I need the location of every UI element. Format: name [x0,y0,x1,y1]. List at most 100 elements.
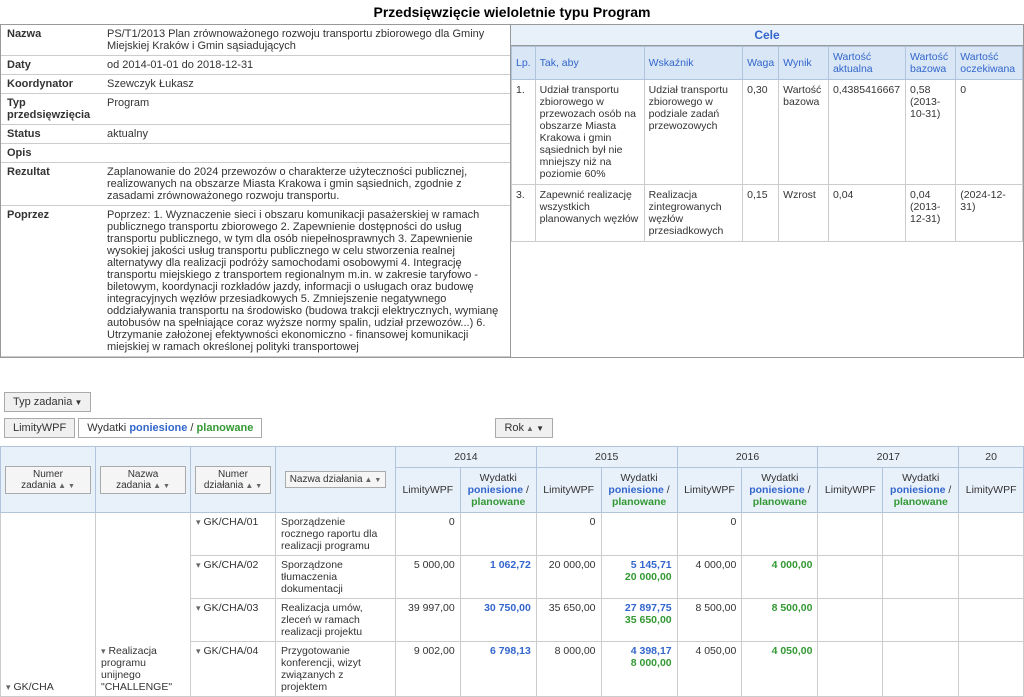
action-desc-cell: Sporządzone tłumaczenia dokumentacji [276,556,396,599]
table-row[interactable]: ▾ GK/CHA▾ Realizacja programu unijnego "… [1,513,1024,556]
year-20: 20 [959,447,1024,468]
limity-cell: 9 002,00 [396,642,461,697]
limity-cell: 20 000,00 [536,556,601,599]
controls: Typ zadania LimityWPF Wydatki poniesione… [0,388,1024,442]
subcol-limity: LimityWPF [959,468,1024,513]
subcol-wydatki: Wydatkiponiesione /planowane [742,468,818,513]
expand-icon[interactable]: ▾ [196,646,201,656]
wydatki-cell: 5 145,7120 000,00 [601,556,677,599]
col-wsk[interactable]: Wskaźnik [644,47,743,80]
col-wa[interactable]: Wartość aktualna [828,47,905,80]
cele-cell-tak: Zapewnić realizację wszystkich planowany… [535,185,644,242]
limity-cell: 0 [677,513,742,556]
year-2017: 2017 [818,447,959,468]
col-nazwa-dzialania[interactable]: Nazwa działania [285,471,387,488]
year-2015: 2015 [536,447,677,468]
cele-cell-wsk: Udział transportu zbiorowego w podziale … [644,80,743,185]
col-lp[interactable]: Lp. [512,47,536,80]
expand-icon[interactable]: ▾ [196,517,201,527]
cele-table: Lp. Tak, aby Wskaźnik Waga Wynik Wartość… [511,46,1023,242]
col-tak[interactable]: Tak, aby [535,47,644,80]
value-koord: Szewczyk Łukasz [101,75,510,94]
cele-cell-wb: 0,58 (2013-10-31) [906,80,956,185]
subcol-limity: LimityWPF [536,468,601,513]
info-panel: NazwaPS/T1/2013 Plan zrównoważonego rozw… [1,25,511,357]
cele-cell-wynik: Wartość bazowa [779,80,829,185]
limity-cell: 39 997,00 [396,599,461,642]
cele-cell-lp: 3. [512,185,536,242]
expand-icon[interactable]: ▾ [196,603,201,613]
value-nazwa: PS/T1/2013 Plan zrównoważonego rozwoju t… [101,25,510,56]
cele-row[interactable]: 1.Udział transportu zbiorowego w przewoz… [512,80,1023,185]
typ-zadania-dropdown[interactable]: Typ zadania [4,392,91,412]
wydatki-cell: 8 500,00 [742,599,818,642]
label-nazwa: Nazwa [1,25,101,56]
tab-limitywpf[interactable]: LimityWPF [4,418,75,438]
limity-cell: 4 050,00 [677,642,742,697]
value-daty: od 2014-01-01 do 2018-12-31 [101,56,510,75]
label-opis: Opis [1,144,101,163]
tab-wydatki[interactable]: Wydatki poniesione / planowane [78,418,262,438]
wydatki-cell [742,513,818,556]
cele-cell-wsk: Realizacja zintegrowanych węzłów przesia… [644,185,743,242]
value-rezultat: Zaplanowanie do 2024 przewozów o charakt… [101,163,510,206]
action-desc-cell: Sporządzenie rocznego raportu dla realiz… [276,513,396,556]
limity-cell: 8 500,00 [677,599,742,642]
label-koord: Koordynator [1,75,101,94]
cele-header: Cele [511,25,1023,46]
year-2014: 2014 [396,447,537,468]
action-code-cell: ▾ GK/CHA/01 [191,513,276,556]
cele-cell-waga: 0,15 [743,185,779,242]
col-wynik[interactable]: Wynik [779,47,829,80]
col-nazwa-zadania[interactable]: Nazwa zadania [100,466,186,494]
action-code-cell: ▾ GK/CHA/02 [191,556,276,599]
col-wb[interactable]: Wartość bazowa [906,47,956,80]
limity-cell: 0 [396,513,461,556]
wydatki-cell: 4 000,00 [742,556,818,599]
wydatki-cell: 1 062,72 [460,556,536,599]
expand-icon[interactable]: ▾ [101,646,106,656]
col-numer-zadania[interactable]: Numer zadania [5,466,91,494]
empty-cell [818,642,883,697]
action-code-cell: ▾ GK/CHA/03 [191,599,276,642]
cele-cell-wa: 0,4385416667 [828,80,905,185]
wydatki-cell: 30 750,00 [460,599,536,642]
wydatki-cell: 4 398,178 000,00 [601,642,677,697]
action-desc-cell: Przygotowanie konferencji, wizyt związan… [276,642,396,697]
cele-cell-wa: 0,04 [828,185,905,242]
subcol-limity: LimityWPF [818,468,883,513]
cele-panel: Cele Lp. Tak, aby Wskaźnik Waga Wynik Wa… [511,25,1023,357]
value-typ: Program [101,94,510,125]
cele-cell-wo: (2024-12-31) [956,185,1023,242]
value-status: aktualny [101,125,510,144]
subcol-limity: LimityWPF [677,468,742,513]
rok-dropdown[interactable]: Rok [495,418,553,438]
info-table: NazwaPS/T1/2013 Plan zrównoważonego rozw… [1,25,510,357]
expand-icon[interactable]: ▾ [196,560,201,570]
limity-cell: 5 000,00 [396,556,461,599]
subcol-limity: LimityWPF [396,468,461,513]
empty-cell [883,642,959,697]
subcol-wydatki: Wydatkiponiesione /planowane [883,468,959,513]
expand-icon[interactable]: ▾ [6,682,11,692]
action-desc-cell: Realizacja umów, zleceń w ramach realiza… [276,599,396,642]
value-poprzez: Poprzez: 1. Wyznaczenie sieci i obszaru … [101,206,510,357]
limity-cell: 4 000,00 [677,556,742,599]
cele-row[interactable]: 3.Zapewnić realizację wszystkich planowa… [512,185,1023,242]
year-2016: 2016 [677,447,818,468]
col-wo[interactable]: Wartość oczekiwana [956,47,1023,80]
wydatki-cell: 6 798,13 [460,642,536,697]
wydatki-cell: 4 050,00 [742,642,818,697]
empty-cell [959,556,1024,599]
empty-cell [818,599,883,642]
cele-cell-wo: 0 [956,80,1023,185]
label-daty: Daty [1,56,101,75]
empty-cell [959,642,1024,697]
col-numer-dzialania[interactable]: Numer działania [195,466,271,494]
col-waga[interactable]: Waga [743,47,779,80]
empty-cell [883,599,959,642]
task-code-cell: ▾ GK/CHA [1,513,96,697]
cele-cell-tak: Udział transportu zbiorowego w przewozac… [535,80,644,185]
cele-cell-wynik: Wzrost [779,185,829,242]
wydatki-cell [460,513,536,556]
